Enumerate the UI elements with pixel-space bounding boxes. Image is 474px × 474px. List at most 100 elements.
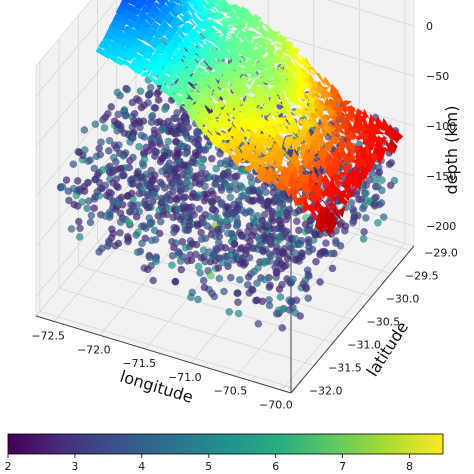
data-point [171, 165, 180, 173]
data-point [374, 218, 382, 227]
data-point [75, 217, 83, 226]
surface-patch [214, 84, 226, 90]
surface-patch [289, 119, 300, 135]
surface-patch [198, 60, 210, 68]
grid-line [97, 242, 353, 320]
data-point [206, 271, 215, 280]
data-point [265, 283, 274, 292]
data-point [306, 216, 315, 225]
surface-patch [267, 127, 278, 140]
surface-patch [218, 25, 229, 37]
surface-patch [314, 214, 325, 233]
data-point [207, 154, 216, 163]
data-point [199, 146, 208, 154]
surface-patch [331, 172, 342, 188]
data-point [125, 207, 134, 216]
surface-patch [261, 37, 273, 44]
data-point [347, 198, 356, 207]
data-point [75, 233, 84, 241]
surface-patch [187, 76, 198, 86]
data-point [139, 117, 148, 125]
surface-patch [116, 20, 127, 31]
data-point [155, 117, 164, 126]
data-point [128, 134, 137, 142]
colorbar-tick-label: 7 [339, 460, 346, 473]
data-point [260, 257, 268, 266]
surface-patch [215, 99, 226, 108]
data-point [130, 109, 139, 118]
surface-patch [211, 13, 222, 20]
data-point [137, 173, 146, 181]
surface-patch [286, 127, 297, 138]
grid-line [326, 0, 415, 27]
surface-patch [210, 111, 221, 118]
data-point [278, 324, 287, 332]
data-point [120, 129, 128, 137]
surface-patch [307, 86, 319, 95]
data-point [232, 222, 241, 230]
data-point [264, 220, 273, 229]
colorbar: 2 3 4 5 6 7 8 [5, 433, 444, 473]
data-point [137, 131, 146, 140]
data-point [175, 149, 183, 158]
surface-patch [375, 135, 386, 145]
surface-patch [254, 62, 265, 72]
data-point [328, 264, 337, 273]
surface-patch [249, 68, 260, 78]
surface-patch [142, 49, 153, 60]
grid-line [35, 0, 117, 97]
data-point [84, 178, 92, 187]
surface-patch [192, 53, 203, 63]
surface-patch [255, 33, 266, 38]
data-point [192, 250, 200, 259]
data-point [155, 136, 163, 145]
surface-patch [341, 193, 352, 202]
data-point [128, 189, 136, 198]
data-point [272, 268, 281, 276]
data-point [199, 218, 208, 226]
surface-patch [347, 130, 358, 141]
data-point [80, 126, 89, 134]
x-axis-line [35, 315, 292, 394]
data-point [178, 142, 186, 151]
surface-patch [332, 192, 342, 203]
surface-patch [169, 84, 180, 96]
data-point [251, 218, 260, 226]
grid-line [58, 288, 315, 366]
z-tick-label: 0 [426, 20, 433, 33]
data-point [245, 289, 253, 297]
data-point [205, 212, 214, 221]
data-point [283, 254, 292, 263]
data-point [87, 211, 96, 220]
data-point [233, 289, 242, 297]
surface-patch [163, 30, 174, 43]
colorbar-gradient [7, 433, 444, 455]
data-point [215, 274, 224, 283]
data-point [105, 146, 113, 155]
data-point [62, 176, 71, 184]
surface-patch [234, 34, 244, 38]
data-point [139, 222, 148, 230]
colorbar-tick-label: 8 [406, 460, 413, 473]
data-point [316, 278, 324, 286]
surface-patch [114, 41, 125, 52]
data-point [146, 83, 155, 92]
data-point [289, 275, 297, 284]
data-point [211, 173, 219, 182]
data-point [194, 141, 202, 150]
data-point [238, 184, 246, 192]
data-point [70, 200, 78, 209]
data-point [260, 275, 269, 284]
data-point [360, 227, 368, 236]
data-point [156, 157, 165, 166]
data-point [256, 196, 264, 205]
data-point [214, 264, 223, 272]
data-point [265, 295, 273, 304]
surface-patch [276, 179, 287, 192]
data-point [138, 239, 146, 248]
data-point [108, 168, 117, 177]
data-point [98, 244, 106, 253]
data-point [109, 179, 117, 187]
data-point [221, 217, 230, 226]
